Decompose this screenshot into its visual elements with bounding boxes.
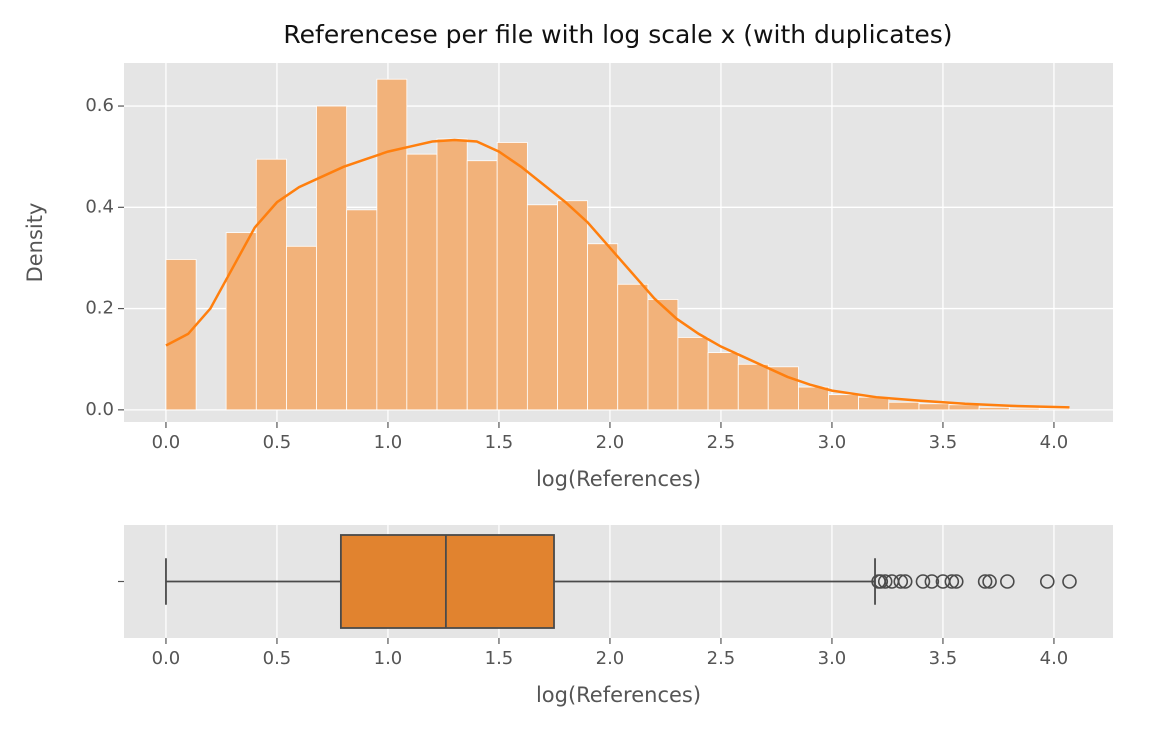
bar [466, 160, 498, 411]
x-tick-label: 2.0 [596, 648, 625, 669]
outlier [982, 574, 997, 589]
bar [376, 78, 408, 411]
bar [526, 204, 558, 411]
x-tick-label: 3.0 [818, 432, 847, 453]
x-axis-label: log(References) [536, 467, 701, 491]
outlier [944, 574, 960, 589]
bar [828, 394, 859, 411]
outlier [873, 574, 889, 589]
bar [677, 337, 709, 411]
x-tick-label: 2.5 [707, 648, 736, 669]
x-tick-label: 4.0 [1040, 648, 1069, 669]
bar [858, 396, 890, 411]
bar [707, 352, 739, 411]
bar [255, 158, 287, 411]
x-axis-label: log(References) [536, 683, 701, 707]
x-tick-label: 2.0 [596, 432, 625, 453]
outlier [1062, 574, 1077, 589]
x-tick-label: 0.5 [263, 432, 292, 453]
bar [286, 245, 317, 411]
kde-line [165, 138, 1070, 409]
chart-title: Referencese per file with log scale x (w… [283, 20, 952, 49]
bar [406, 153, 438, 411]
bar [1008, 407, 1040, 411]
bar [798, 386, 830, 411]
outlier [897, 574, 913, 589]
outlier [948, 574, 964, 589]
y-axis-label: Density [23, 203, 47, 283]
bar [918, 403, 950, 411]
bar [436, 138, 468, 411]
bar [617, 283, 649, 411]
outlier [1000, 574, 1015, 589]
x-tick-label: 3.5 [929, 432, 958, 453]
bar [496, 142, 528, 411]
bar [587, 243, 619, 411]
bar [316, 105, 348, 411]
x-tick-label: 3.0 [818, 648, 847, 669]
bar [165, 259, 197, 411]
y-tick-label: 0.6 [85, 95, 114, 116]
outlier [977, 574, 993, 589]
outlier [1039, 574, 1055, 589]
x-tick-label: 3.5 [929, 648, 958, 669]
x-tick-label: 1.0 [374, 432, 403, 453]
box [339, 534, 555, 629]
bar [767, 366, 799, 411]
bar [948, 404, 980, 411]
outlier [924, 574, 940, 589]
y-tick-label: 0.0 [85, 399, 114, 420]
bar [1038, 408, 1070, 411]
y-tick-label: 0.2 [85, 298, 114, 319]
x-tick-label: 0.0 [152, 432, 181, 453]
outlier [877, 574, 893, 589]
bar [978, 406, 1010, 411]
x-tick-label: 1.5 [485, 648, 514, 669]
y-tick-label: 0.4 [85, 196, 114, 217]
bar [557, 200, 588, 411]
bar [888, 401, 920, 411]
bar [346, 209, 378, 411]
x-tick-label: 1.5 [485, 432, 514, 453]
x-tick-label: 0.0 [152, 648, 181, 669]
outlier [915, 574, 931, 589]
x-tick-label: 1.0 [374, 648, 403, 669]
x-tick-label: 0.5 [263, 648, 292, 669]
bar [225, 232, 257, 411]
x-tick-label: 2.5 [707, 432, 736, 453]
outlier [893, 574, 909, 589]
bar [737, 363, 769, 411]
x-tick-label: 4.0 [1040, 432, 1069, 453]
